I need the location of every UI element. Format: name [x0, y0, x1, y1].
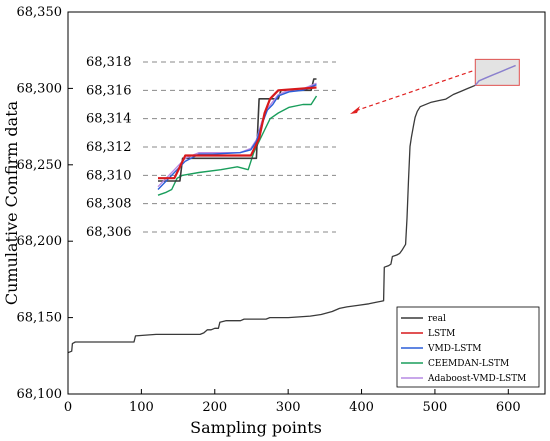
main-series-layer — [67, 64, 516, 354]
inset-series-adaboost-vmd-lstm — [157, 82, 317, 188]
inset-y-tick-label: 68,318 — [86, 55, 132, 70]
inset-series-layer — [157, 78, 318, 196]
plot-frame — [67, 11, 546, 395]
inset-y-tick-label: 68,308 — [86, 197, 132, 212]
x-tick-label: 500 — [423, 400, 448, 415]
y-tick-label: 68,300 — [17, 81, 63, 96]
inset-y-tick-label: 68,306 — [86, 225, 132, 240]
inset-series-lstm — [158, 86, 317, 180]
x-tick-label: 400 — [349, 400, 374, 415]
y-tick-label: 68,200 — [17, 234, 63, 249]
inset-gridlines: 68,306 68,308 68,310 68,312 68,314 68,316 68,3… — [86, 55, 336, 240]
inset-y-tick-label: 68,314 — [86, 112, 132, 127]
x-axis-label: Sampling points — [190, 418, 322, 437]
inset-y-tick-label: 68,316 — [86, 83, 132, 98]
legend: real LSTM VMD-LSTM CEEMDAN-LSTM Adaboost-VMD… — [396, 306, 540, 388]
y-axis-label: Cumulative Confirm data — [2, 100, 21, 305]
x-tick-label: 200 — [202, 400, 227, 415]
zoom-arrow-head — [350, 106, 360, 114]
legend-label: Adaboost-VMD-LSTM — [427, 374, 526, 384]
inset-y-tick-label: 68,310 — [86, 168, 132, 183]
series-line-real — [67, 64, 516, 354]
legend-label: LSTM — [428, 329, 455, 339]
inset-y-tick-label: 68,312 — [86, 140, 132, 155]
y-tick-label: 68,350 — [17, 5, 63, 20]
legend-label: CEEMDAN-LSTM — [428, 359, 509, 369]
highlighted-segment — [474, 64, 516, 86]
inset-series-ceemdan-lstm — [157, 95, 318, 196]
y-tick-label: 68,150 — [17, 311, 63, 326]
x-tick-label: 100 — [129, 400, 154, 415]
x-tick-label: 300 — [276, 400, 301, 415]
x-tick-label: 600 — [496, 400, 521, 415]
y-tick-label: 68,100 — [17, 387, 63, 402]
legend-label: real — [428, 314, 446, 324]
legend-label: VMD-LSTM — [427, 344, 482, 354]
highlight-layer — [350, 58, 520, 114]
zoom-arrow-line — [357, 70, 473, 111]
legend-box — [396, 306, 540, 388]
y-tick-label: 68,250 — [17, 158, 63, 173]
axes-layer: 0 100 200 300 400 500 600 68,100 68,150 68,200 68,… — [17, 5, 521, 415]
x-tick-label: 0 — [64, 400, 72, 415]
inset-series-vmd-lstm — [157, 84, 317, 190]
